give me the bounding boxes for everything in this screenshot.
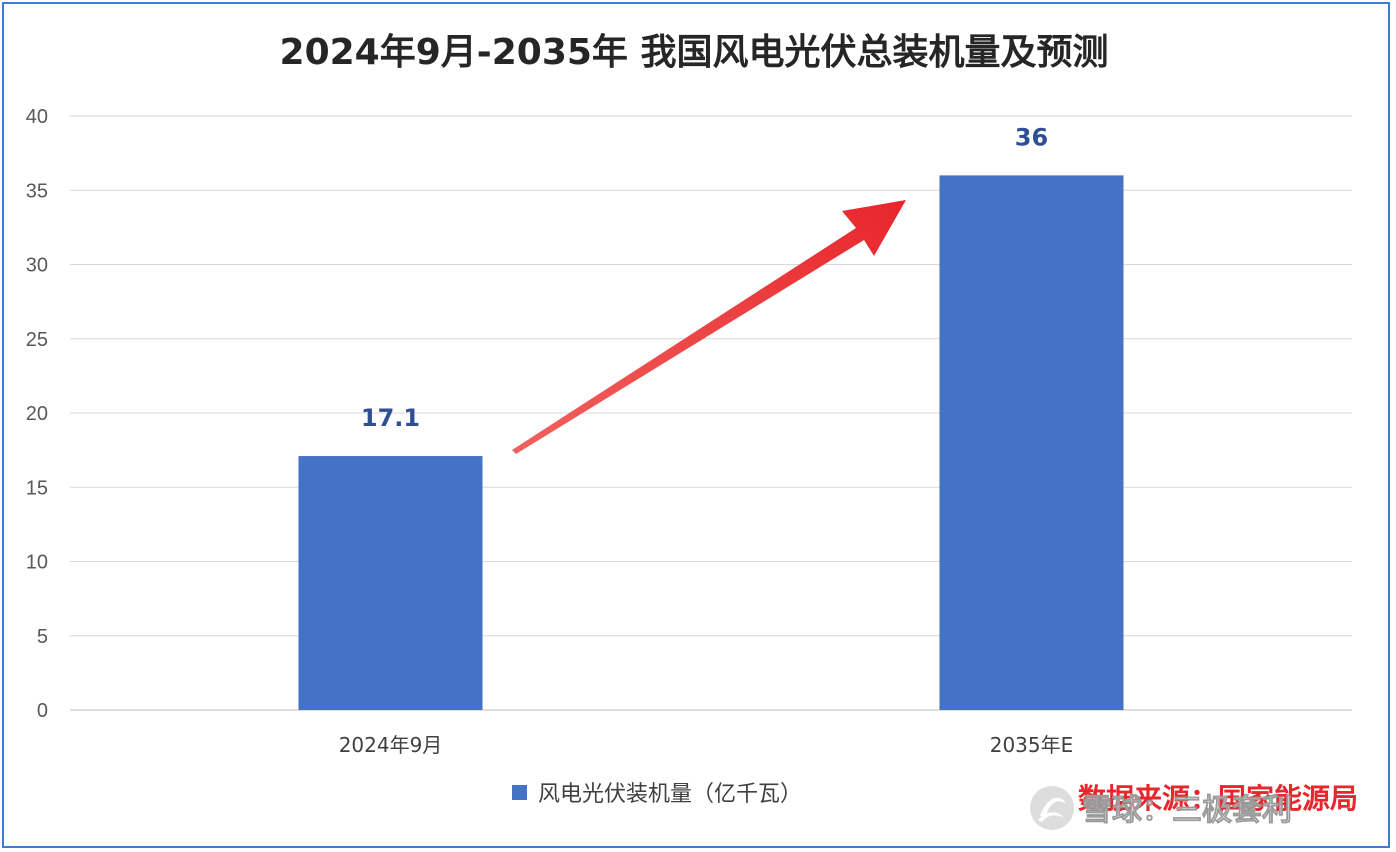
chart-title: 2024年9月-2035年 我国风电光伏总装机量及预测 xyxy=(280,32,1109,73)
data-label-2: 36 xyxy=(1015,123,1048,151)
source-note: 数据来源：国家能源局 xyxy=(1078,782,1358,815)
data-labels: 17.1 36 xyxy=(361,123,1048,432)
bars xyxy=(298,175,1124,710)
y-tick-label: 20 xyxy=(26,403,48,425)
bar-1 xyxy=(298,456,483,710)
trend-arrow xyxy=(512,200,906,454)
watermark-logo xyxy=(1030,786,1074,830)
y-tick-label: 0 xyxy=(37,700,48,722)
trend-arrow-shape xyxy=(512,200,906,454)
y-tick-label: 5 xyxy=(37,626,48,648)
category-label-1: 2024年9月 xyxy=(339,733,443,757)
y-tick-label: 10 xyxy=(26,552,48,574)
data-label-1: 17.1 xyxy=(361,404,420,432)
category-label-2: 2035年E xyxy=(990,733,1074,757)
y-tick-label: 35 xyxy=(26,180,48,202)
y-tick-label: 40 xyxy=(26,106,48,128)
grid-lines xyxy=(70,115,1352,711)
y-tick-label: 25 xyxy=(26,329,48,351)
y-tick-label: 15 xyxy=(26,477,48,499)
watermark-text: 雪球：三极套利 xyxy=(1082,793,1292,828)
watermark: 雪球：三极套利 xyxy=(1030,786,1292,830)
y-axis-ticks: 0 5 10 15 20 25 30 35 40 xyxy=(26,106,48,722)
y-tick-label: 30 xyxy=(26,255,48,277)
x-axis-categories: 2024年9月 2035年E xyxy=(339,733,1074,757)
legend-swatch xyxy=(512,785,527,800)
bar-2 xyxy=(939,175,1124,710)
legend-label: 风电光伏装机量（亿千瓦） xyxy=(538,782,802,807)
legend: 风电光伏装机量（亿千瓦） xyxy=(512,782,802,807)
